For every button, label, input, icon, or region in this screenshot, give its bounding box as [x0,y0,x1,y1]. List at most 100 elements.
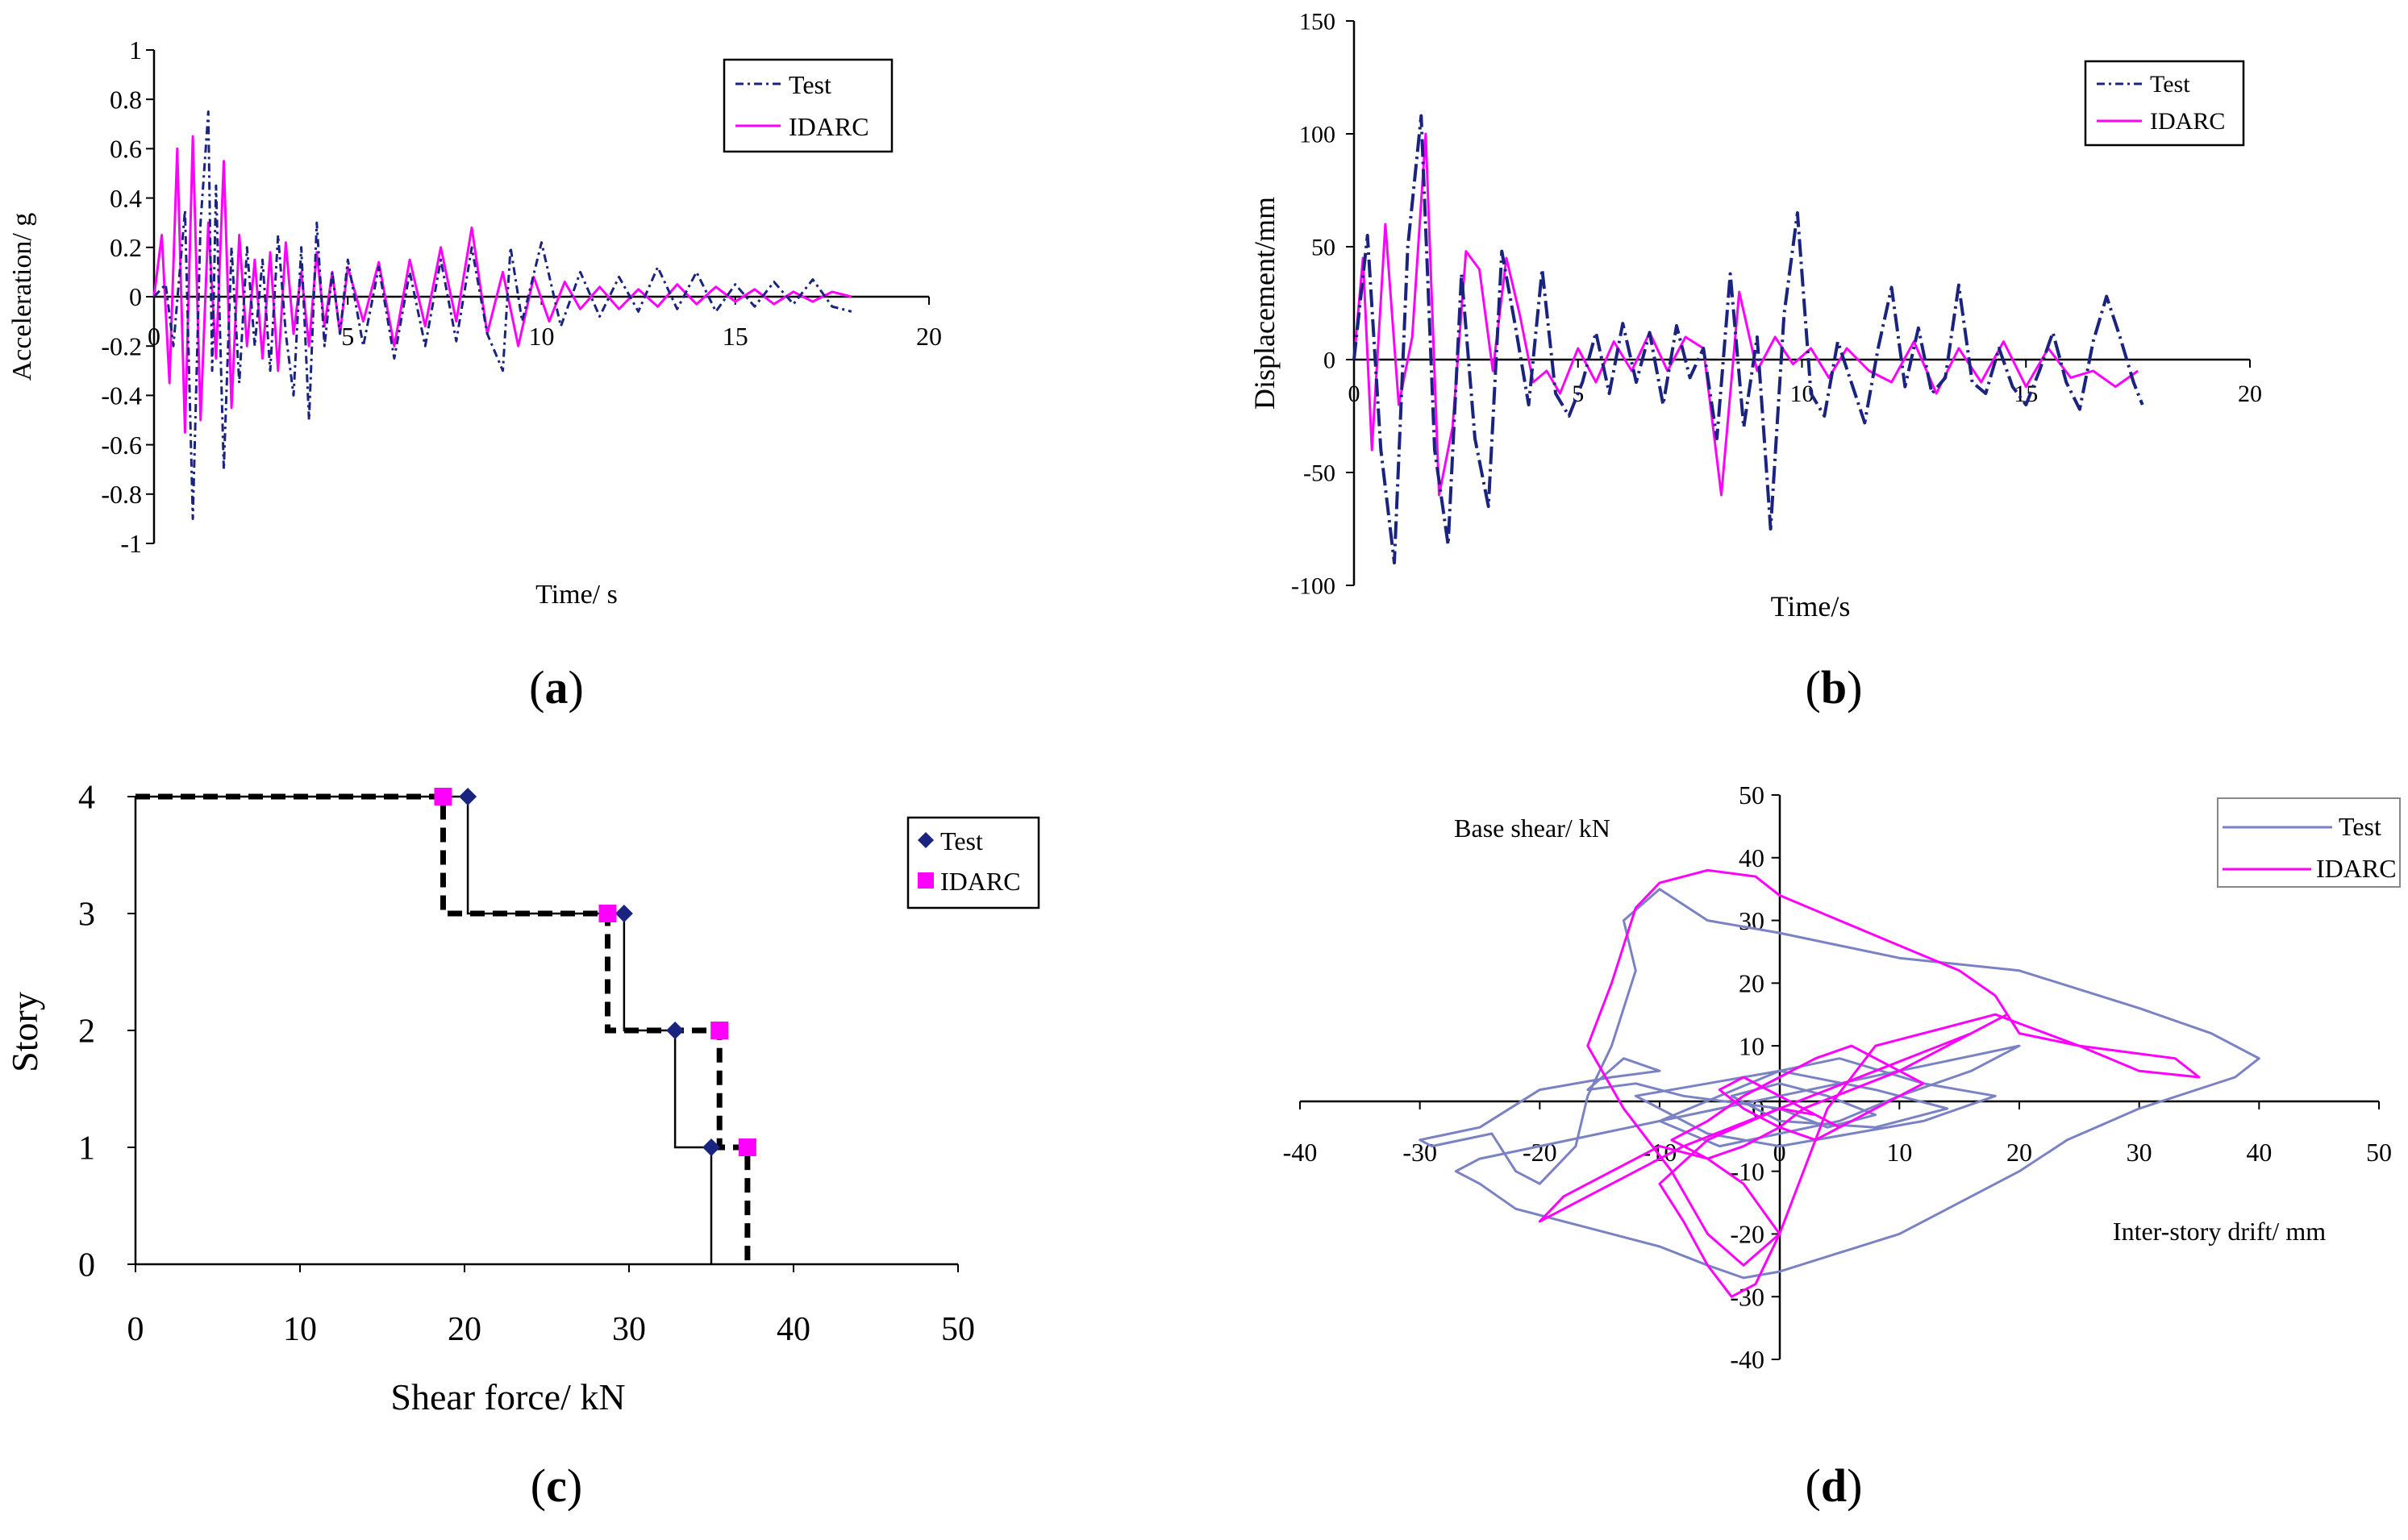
panel-a-y-tick-label: -1 [120,529,142,558]
panel-a-x-tick-label: 20 [916,322,942,351]
panel-a-x-tick-label: 15 [723,322,748,351]
panel-b-x-label: Time/s [1771,590,1851,622]
panel-a-legend-box [723,58,894,153]
panel-b-test-line [1352,114,2144,564]
panel-a-y-tick-label: 0.6 [110,135,142,164]
panel-b-y-tick-label: 0 [1323,348,1335,374]
panel-a-x-tick-label: 0 [148,322,160,351]
panel-c-idarc-line [135,793,751,1264]
panel-c-x-label: Shear force/ kN [390,1376,625,1417]
panel-a-y-tick-label: 0.8 [110,85,142,114]
panel-d-y-tick-label: -20 [1730,1220,1764,1249]
panel-b-y-tick-label: 50 [1311,235,1335,261]
panel-c-y-label: Story [4,992,45,1072]
panel-a-acceleration-chart: 10.80.60.40.20-0.2-0.4-0.6-0.8-1 0 5 10 15 2… [7,35,942,714]
panel-d-x-tick-label: -20 [1523,1138,1557,1167]
panel-a-y-tick-label: -0.2 [101,331,142,360]
panel-a-idarc-line [152,135,852,434]
panel-a-y-tick-label: -0.6 [101,431,142,460]
panel-a-x-tick-label: 5 [341,322,354,351]
panel-a-y-tick-label: 0 [129,282,142,311]
legend-c-idarc-label: IDARC [940,867,1021,896]
panel-c-x-tick-label: 50 [941,1311,975,1348]
panel-d-legend: Test IDARC [2217,797,2401,888]
panel-b-legend-box [2084,60,2245,147]
panel-c-test-marker [666,1022,685,1039]
panel-b-caption: (b) [1806,661,1863,714]
panel-d-x-tick-label: 40 [2246,1138,2272,1167]
panel-a-legend: Test IDARC [723,58,894,153]
panel-c-x-tick-label: 0 [127,1311,144,1348]
panel-d-x-tick-label: 30 [2127,1138,2152,1167]
panel-d-y-tick-label: 10 [1739,1031,1764,1060]
panel-d-x-tick-label: 10 [1886,1138,1912,1167]
panel-b-idarc-line [1352,132,2139,497]
panel-a-y-tick-label: 1 [129,35,142,65]
panel-c-legend: Test IDARC [906,816,1040,909]
panel-d-y-tick-label: 20 [1739,969,1764,998]
panel-b-legend: Test IDARC [2084,60,2245,147]
panel-a-y-tick-label: 0.4 [110,184,142,213]
panel-c-idarc-marker [434,788,452,805]
panel-a-x-label: Time/ s [535,580,618,610]
panel-d-caption: (d) [1806,1459,1863,1512]
panel-c-y-tick-label: 4 [78,780,95,817]
panel-c-x-tick-label: 40 [777,1311,810,1348]
legend-c-idarc-marker [918,872,934,889]
panel-d-idarc-line [1538,868,2201,1298]
panel-a-y-tick-label: -0.8 [101,480,142,509]
panel-a-y-tick-label: -0.4 [101,381,142,410]
panel-a-x-tick-label: 10 [529,322,555,351]
panel-c-y-tick-label: 0 [78,1247,95,1284]
legend-d-test-label: Test [2339,812,2381,841]
panel-d-y-tick-label: -10 [1730,1157,1764,1186]
panel-a-y-label: Acceleration/ g [7,213,37,381]
panel-b-y-tick-label: -100 [1291,573,1335,600]
panel-b-x-tick-label: 20 [2238,381,2262,407]
panel-b-x-tick-label: 0 [1348,381,1360,407]
panel-c-y-tick-label: 3 [78,897,95,934]
panel-d-x-label: Inter-story drift/ mm [2113,1217,2326,1246]
panel-c-x-tick-label: 10 [283,1311,317,1348]
legend-a-idarc-label: IDARC [789,112,869,141]
panel-c-idarc-marker [738,1138,756,1156]
panel-c-idarc-marker [710,1022,729,1039]
panel-a-y-tick-label: 0.2 [110,233,142,262]
panel-c-x-tick-label: 20 [448,1311,481,1348]
panel-b-y-tick-label: 150 [1299,9,1335,35]
legend-a-test-label: Test [789,70,831,99]
panel-d-legend-box [2217,797,2401,888]
panel-c-legend-box [906,816,1040,909]
panel-c-idarc-marker [598,905,617,922]
panel-d-x-tick-label: -30 [1402,1138,1437,1167]
legend-b-test-label: Test [2150,71,2190,98]
panel-c-caption: (c) [531,1459,582,1512]
panel-c-test-marker [702,1138,720,1156]
panel-d-x-tick-label: 20 [2006,1138,2032,1167]
panel-a-caption: (a) [529,661,584,714]
panel-c-y-tick-label: 1 [78,1130,95,1167]
panel-d-y-tick-label: -40 [1730,1345,1764,1374]
panel-c-test-marker [459,788,477,805]
panel-c-x-tick-label: 30 [612,1311,646,1348]
panel-d-y-tick-label: -30 [1730,1282,1764,1311]
panel-d-x-tick-label: 50 [2366,1138,2392,1167]
panel-c-test-marker [614,905,633,922]
panel-d-y-label: Base shear/ kN [1454,814,1610,843]
panel-a-test-line [152,110,852,520]
panel-d-y-tick-label: 40 [1739,843,1764,872]
panel-b-y-tick-label: 100 [1299,122,1335,148]
panel-c-y-tick-label: 2 [78,1013,95,1051]
panel-d-x-tick-label: 0 [1773,1138,1786,1167]
legend-c-test-marker [918,832,934,848]
panel-d-x-tick-label: -40 [1283,1138,1318,1167]
panel-b-y-tick-label: -50 [1303,460,1335,487]
legend-d-idarc-label: IDARC [2316,854,2397,883]
legend-b-idarc-label: IDARC [2150,108,2225,135]
panel-c-test-line [135,795,713,1264]
panel-b-y-label: Displacement/mm [1248,197,1281,410]
